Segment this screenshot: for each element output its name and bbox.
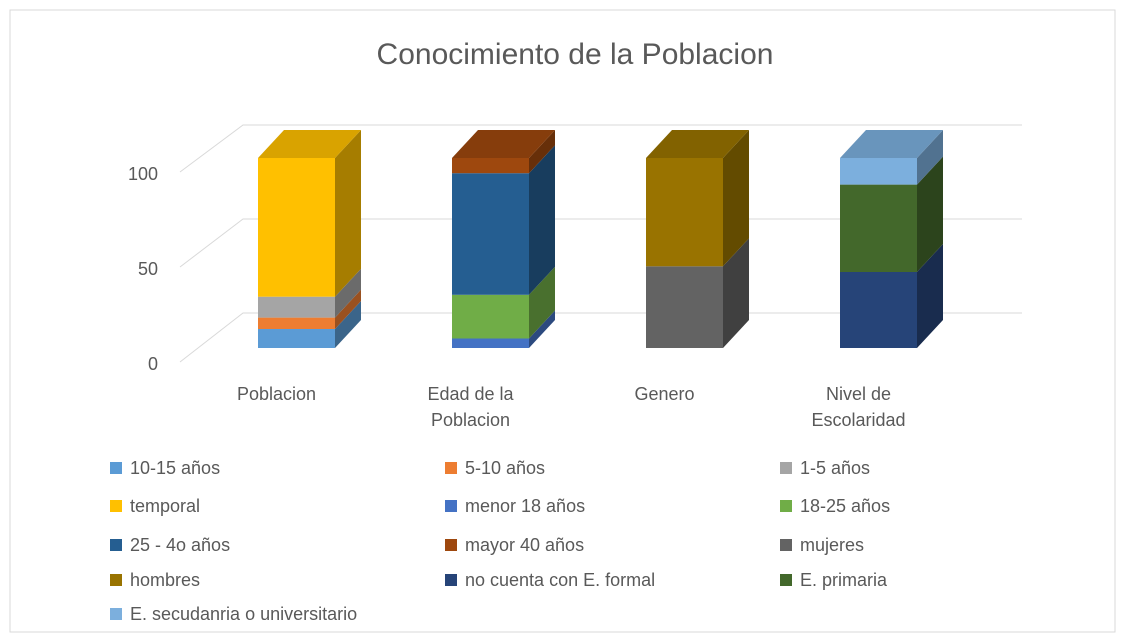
bar-side (917, 156, 943, 272)
bar-side (529, 130, 555, 174)
bar-side (335, 289, 361, 329)
legend-swatch (780, 574, 792, 586)
bar-side (529, 266, 555, 339)
legend-label: 10-15 años (130, 458, 220, 478)
legend-label: menor 18 años (465, 496, 585, 516)
bar-segment (258, 329, 335, 348)
bar-side (917, 130, 943, 185)
grid-line (179, 312, 1022, 363)
legend-label: E. secudanria o universitario (130, 604, 357, 624)
x-tick-label: Edad de la Poblacion (427, 384, 514, 430)
bar-segment (840, 158, 917, 185)
legend-swatch (445, 539, 457, 551)
bar-segment (646, 266, 723, 348)
legend-swatch (780, 539, 792, 551)
legend-label: 1-5 años (800, 458, 870, 478)
grid-line (179, 218, 1022, 268)
legend-swatch (110, 608, 122, 620)
bar-side (529, 310, 555, 348)
bar-side (723, 130, 749, 267)
bar-side (335, 130, 361, 297)
legend-label: 5-10 años (465, 458, 545, 478)
legend-label: mujeres (800, 535, 864, 555)
legend-label: 18-25 años (800, 496, 890, 516)
chart-title: Conocimiento de la Poblacion (377, 38, 774, 71)
bar-segment (452, 158, 529, 174)
bar-side (917, 244, 943, 348)
bar-top (646, 130, 749, 158)
legend-label: E. primaria (800, 570, 888, 590)
bar-segment (258, 158, 335, 297)
legend-label: mayor 40 años (465, 535, 584, 555)
bar-segment (646, 158, 723, 267)
bar-side (335, 268, 361, 318)
y-tick-label: 50 (138, 259, 158, 279)
legend-swatch (780, 500, 792, 512)
legend-swatch (445, 574, 457, 586)
legend-label: hombres (130, 570, 200, 590)
legend-label: no cuenta con E. formal (465, 570, 655, 590)
bar-top (258, 130, 361, 158)
x-tick-label: Nivel de Escolaridad (811, 384, 906, 430)
y-tick-label: 0 (148, 354, 158, 374)
bar-side (723, 238, 749, 348)
bar-segment (840, 272, 917, 348)
x-tick-label: Genero (634, 384, 695, 404)
legend-swatch (110, 539, 122, 551)
legend-swatch (110, 574, 122, 586)
bar-segment (258, 296, 335, 318)
grid-line (179, 124, 1022, 173)
x-tick-label: Poblacion (236, 384, 317, 404)
legend-swatch (445, 462, 457, 474)
bar-segment (452, 294, 529, 339)
legend-swatch (110, 500, 122, 512)
bar-top (452, 130, 555, 158)
bar-segment (452, 173, 529, 295)
y-tick-label: 100 (128, 164, 158, 184)
legend-label: 25 - 4o años (130, 535, 230, 555)
bar-segment (258, 317, 335, 329)
legend-swatch (780, 462, 792, 474)
bar-side (529, 145, 555, 295)
legend-swatch (445, 500, 457, 512)
bar-side (335, 301, 361, 348)
bar-top (840, 130, 943, 158)
bar-segment (840, 184, 917, 272)
legend-swatch (110, 462, 122, 474)
bar-segment (452, 338, 529, 348)
legend-label: temporal (130, 496, 200, 516)
